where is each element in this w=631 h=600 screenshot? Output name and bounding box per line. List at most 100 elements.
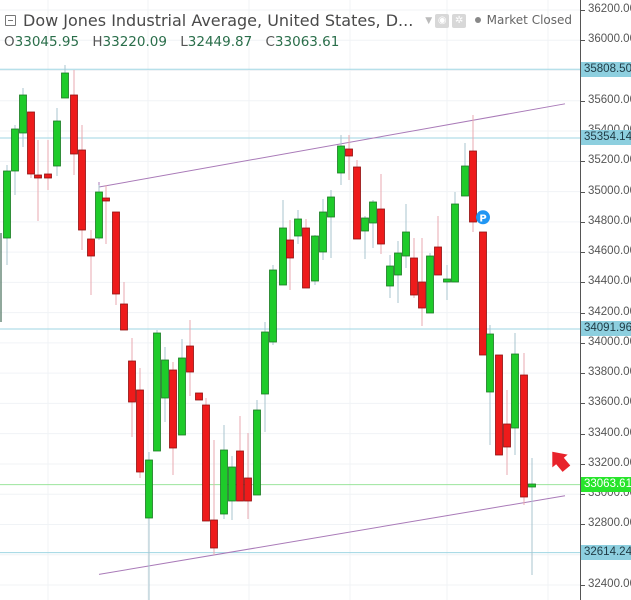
axis-label: 33400.00 [588, 426, 631, 439]
candle-body [386, 265, 394, 287]
candle-body [402, 231, 410, 257]
p-marker-icon [476, 210, 490, 225]
axis-label: 35600.00 [588, 93, 631, 106]
candle-body [244, 477, 252, 502]
candle-body [528, 483, 536, 488]
price-level-badge: 32614.24 [581, 545, 631, 561]
candle-body [377, 208, 385, 245]
candle-body [53, 120, 61, 167]
candle-body [195, 392, 203, 401]
axis-tick [580, 252, 585, 254]
close-key: C [265, 34, 275, 50]
axis-label: 32400.00 [588, 578, 631, 590]
axis-tick [580, 524, 585, 526]
candle-body [61, 72, 69, 99]
candle-body [202, 404, 210, 522]
candle-body [394, 252, 402, 276]
ohlc-legend: O33045.95 H33220.09 L32449.87 C33063.61 [4, 34, 348, 50]
candle-body [128, 360, 136, 403]
chart-header: Dow Jones Industrial Average, United Sta… [0, 0, 578, 56]
axis-label: 34200.00 [588, 305, 631, 318]
axis-tick [580, 463, 585, 465]
eye-icon[interactable]: ◉ [435, 13, 450, 28]
market-status: Market Closed [474, 13, 572, 27]
candle-body [70, 94, 78, 155]
axis-label: 32800.00 [588, 517, 631, 530]
candle-body [443, 278, 451, 283]
open-key: O [4, 34, 15, 50]
candle-body [11, 128, 19, 172]
candle-body [169, 369, 177, 449]
candle-body [426, 255, 434, 314]
candle-body [78, 149, 86, 231]
axis-tick [580, 161, 585, 163]
low-key: L [180, 34, 188, 50]
candle-body [418, 281, 426, 309]
axis-tick [580, 40, 585, 42]
candle-body [120, 303, 128, 331]
axis-label: 33200.00 [588, 456, 631, 469]
candle-body [27, 111, 35, 175]
candle-body [279, 227, 287, 286]
axis-tick [580, 494, 585, 496]
chevron-down-icon[interactable]: ▼ [425, 15, 433, 26]
title-row: Dow Jones Industrial Average, United Sta… [5, 11, 467, 30]
candle-body [319, 211, 327, 253]
gear-icon[interactable]: ✲ [452, 13, 467, 28]
candle-body [153, 332, 161, 452]
high-key: H [92, 34, 103, 50]
trend-line [98, 495, 566, 575]
candle-body [161, 359, 169, 399]
price-level-badge: 34091.96 [581, 321, 631, 337]
open-value: 33045.95 [14, 34, 80, 50]
axis-label: 34400.00 [588, 275, 631, 288]
candle-body [228, 466, 236, 502]
candle-body [220, 449, 228, 515]
price-level-badge: 35354.14 [581, 130, 631, 146]
candle-body [95, 191, 103, 239]
candle-body [345, 148, 353, 157]
close-value: 33063.61 [274, 34, 340, 50]
axis-label: 34600.00 [588, 245, 631, 258]
axis-tick [580, 585, 585, 586]
candle-body [186, 345, 194, 373]
arrow-up-icon [552, 451, 571, 472]
candle-body [520, 374, 528, 498]
symbol-title[interactable]: Dow Jones Industrial Average, United Sta… [23, 11, 414, 30]
trend-line [98, 103, 566, 188]
status-dot-icon [474, 17, 481, 23]
axis-tick [580, 433, 585, 435]
axis-tick [580, 10, 585, 11]
candle-body [434, 246, 442, 276]
candle-body [87, 238, 95, 257]
candle-body [469, 150, 477, 223]
candle-body [102, 197, 110, 202]
candle-body [451, 203, 459, 283]
candle-body [286, 239, 294, 259]
candle-body [236, 450, 244, 502]
candle-body [145, 459, 153, 519]
candle-body [269, 269, 277, 343]
candle-body [479, 231, 487, 356]
axis-tick [580, 191, 585, 193]
candle-body [302, 227, 310, 289]
candle-body [34, 174, 42, 179]
candle-body [210, 519, 218, 549]
candle-body [112, 211, 120, 295]
axis-tick [580, 342, 585, 344]
axis-tick [580, 403, 585, 405]
axis-label: 35200.00 [588, 154, 631, 167]
candle-body [294, 218, 302, 237]
candle-body [410, 257, 418, 296]
candle-body [261, 331, 269, 395]
axis-label: 36000.00 [588, 33, 631, 46]
axis-tick [580, 312, 585, 314]
axis-tick [580, 100, 585, 102]
axis-label: 34000.00 [588, 335, 631, 348]
candle-body [511, 353, 519, 429]
candle-body [353, 166, 361, 240]
candle-body [136, 389, 144, 473]
axis-tick [580, 373, 585, 375]
collapse-icon[interactable] [5, 15, 16, 26]
